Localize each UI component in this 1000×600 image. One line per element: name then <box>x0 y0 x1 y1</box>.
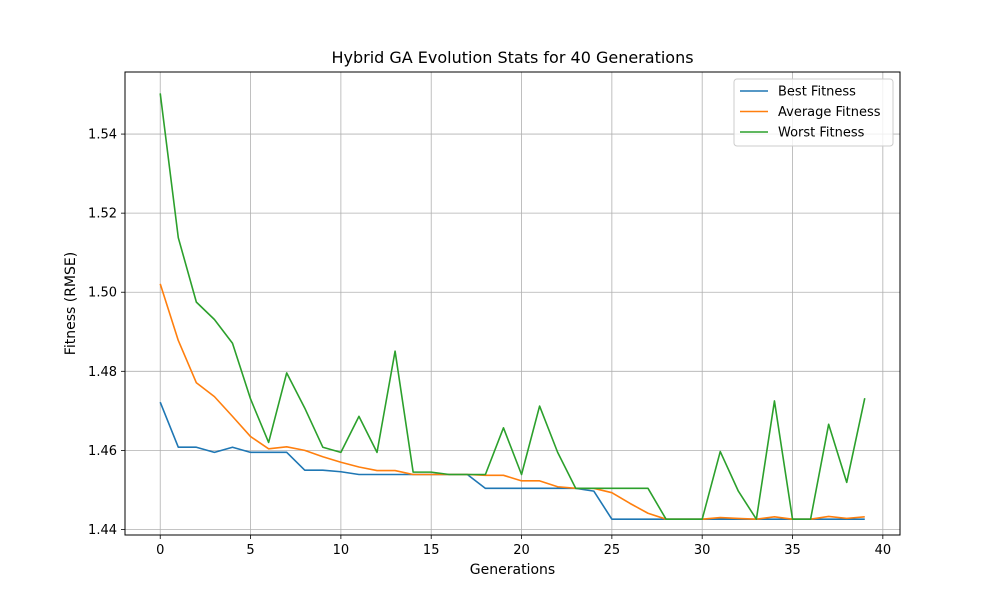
x-axis-label: Generations <box>470 562 555 578</box>
x-tick-label: 10 <box>333 543 350 558</box>
x-tick-label: 20 <box>513 543 530 558</box>
legend-label-worst-fitness: Worst Fitness <box>778 126 865 141</box>
y-tick-label: 1.50 <box>88 286 117 301</box>
x-tick-label: 0 <box>156 543 164 558</box>
x-tick-label: 35 <box>784 543 801 558</box>
chart-title: Hybrid GA Evolution Stats for 40 Generat… <box>331 48 693 67</box>
x-tick-label: 30 <box>694 543 711 558</box>
series-lines <box>159 93 866 520</box>
x-tick-label: 25 <box>604 543 621 558</box>
y-axis-label: Fitness (RMSE) <box>63 252 79 355</box>
series-line-average-fitness <box>159 283 865 520</box>
y-tick-label: 1.44 <box>88 523 117 538</box>
y-axis-ticks: 1.44 1.46 1.48 1.50 1.52 1.54 <box>88 128 125 538</box>
legend-label-average-fitness: Average Fitness <box>778 105 881 120</box>
y-tick-label: 1.48 <box>88 365 117 380</box>
legend-label-best-fitness: Best Fitness <box>778 85 856 100</box>
x-tick-label: 15 <box>423 543 440 558</box>
legend-box <box>733 78 894 147</box>
y-tick-label: 1.52 <box>88 207 117 222</box>
x-tick-label: 40 <box>875 543 892 558</box>
y-tick-label: 1.54 <box>88 128 117 143</box>
series-line-worst-fitness <box>159 93 866 520</box>
y-tick-label: 1.46 <box>88 444 117 459</box>
x-tick-label: 5 <box>246 543 254 558</box>
legend: Best Fitness Average Fitness Worst Fitness <box>733 78 894 147</box>
plot-frame <box>124 71 901 536</box>
x-axis-ticks: 0 5 10 15 20 25 30 35 40 <box>156 535 891 558</box>
